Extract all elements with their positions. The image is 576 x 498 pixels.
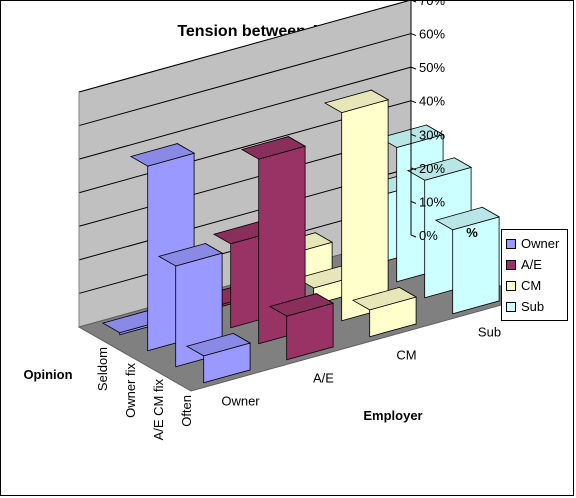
opinion-axis-title: Opinion <box>23 367 72 382</box>
bar <box>341 99 389 322</box>
legend-item: CM <box>502 275 567 296</box>
bar-top <box>185 332 252 357</box>
value-tick-label: 40% <box>419 94 445 109</box>
legend-swatch <box>506 280 516 291</box>
legend-item: Sub <box>502 296 567 317</box>
value-tick-label: 0% <box>419 228 438 243</box>
legend-item: A/E <box>502 254 567 275</box>
bar-top <box>406 157 473 181</box>
value-tick-mark <box>410 234 417 238</box>
gridline <box>78 33 412 127</box>
bar-top <box>323 89 390 114</box>
employer-axis-title: Employer <box>363 408 422 423</box>
bar-top <box>129 143 196 167</box>
legend: Owner A/E CM Sub <box>501 229 568 321</box>
value-tick-mark <box>410 0 417 3</box>
legend-swatch <box>506 301 516 312</box>
bar-top <box>240 136 307 160</box>
value-tick-mark <box>410 33 417 37</box>
legend-swatch <box>506 259 516 270</box>
value-tick-mark <box>410 66 417 70</box>
opinion-tick-label: Owner fix <box>123 363 138 418</box>
bar-top <box>434 206 501 231</box>
legend-label: Owner <box>521 236 560 251</box>
employer-tick-label: A/E <box>313 371 334 386</box>
value-tick-label: 10% <box>419 194 445 209</box>
bar-top <box>351 286 418 311</box>
employer-tick-label: Owner <box>221 394 260 409</box>
value-tick-label: 70% <box>419 0 445 8</box>
value-tick-mark <box>410 200 417 204</box>
employer-tick-label: Sub <box>478 325 501 340</box>
gridline <box>78 66 412 160</box>
value-tick-label: 20% <box>419 161 445 176</box>
value-tick-label: 30% <box>419 127 445 142</box>
legend-swatch <box>506 238 516 249</box>
legend-label: A/E <box>521 257 542 272</box>
value-tick-mark <box>410 100 417 104</box>
value-tick-label: 60% <box>419 27 445 42</box>
employer-tick-label: CM <box>396 348 416 363</box>
opinion-tick-label: A/E CM fix <box>151 379 166 441</box>
value-tick-mark <box>410 167 417 171</box>
legend-label: Sub <box>521 299 545 314</box>
legend-label: CM <box>521 278 542 293</box>
opinion-tick-label: Seldom <box>95 347 110 391</box>
bar-top <box>268 293 335 317</box>
value-tick-label: 50% <box>419 60 445 75</box>
gridline <box>78 0 412 93</box>
bar-top <box>157 243 224 267</box>
value-tick-mark <box>410 133 417 137</box>
legend-item: Owner <box>502 233 567 254</box>
opinion-tick-label: Often <box>179 395 194 427</box>
value-axis-title: % <box>466 225 478 240</box>
